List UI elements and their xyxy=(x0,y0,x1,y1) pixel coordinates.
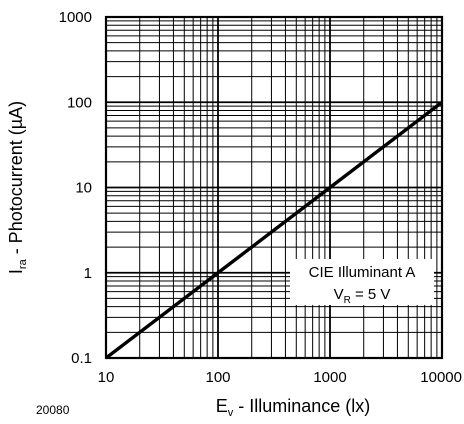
annotation-voltage-subscript: R xyxy=(344,295,351,306)
x-tick-labels: 10 100 1000 10000 xyxy=(98,369,462,386)
y-tick-label: 100 xyxy=(67,94,92,111)
x-axis-subscript: v xyxy=(228,407,234,419)
photocurrent-series-line xyxy=(104,100,444,360)
y-axis-symbol: I xyxy=(6,269,26,274)
series-layer xyxy=(104,100,444,360)
y-axis-subscript: ra xyxy=(17,258,29,269)
y-axis-label: Ira - Photocurrent (µA) xyxy=(6,101,29,274)
y-tick-label: 10 xyxy=(75,180,92,197)
plot-frame xyxy=(104,15,444,360)
x-axis-label: Ev - Illuminance (lx) xyxy=(216,396,371,419)
y-tick-label: 0.1 xyxy=(71,350,92,367)
x-axis-text: - Illuminance (lx) xyxy=(233,396,370,416)
annotation-background xyxy=(290,259,434,305)
annotation-box: CIE Illuminant A VR = 5 V xyxy=(290,259,434,306)
y-tick-label: 1000 xyxy=(59,9,92,26)
annotation-voltage: VR = 5 V xyxy=(334,286,391,306)
x-tick-label: 10000 xyxy=(420,369,462,386)
y-axis-text: - Photocurrent (µA) xyxy=(6,101,26,259)
y-tick-label: 1 xyxy=(84,265,92,282)
x-tick-label: 100 xyxy=(205,369,230,386)
figure-id: 20080 xyxy=(36,403,70,417)
x-axis-symbol: E xyxy=(216,396,228,416)
y-tick-labels: 0.1 1 10 100 1000 xyxy=(59,9,92,367)
annotation-illuminant: CIE Illuminant A xyxy=(309,264,416,281)
x-tick-label: 10 xyxy=(98,369,115,386)
annotation-voltage-symbol: V xyxy=(334,286,344,303)
annotation-voltage-value: = 5 V xyxy=(351,286,391,303)
x-tick-label: 1000 xyxy=(313,369,346,386)
